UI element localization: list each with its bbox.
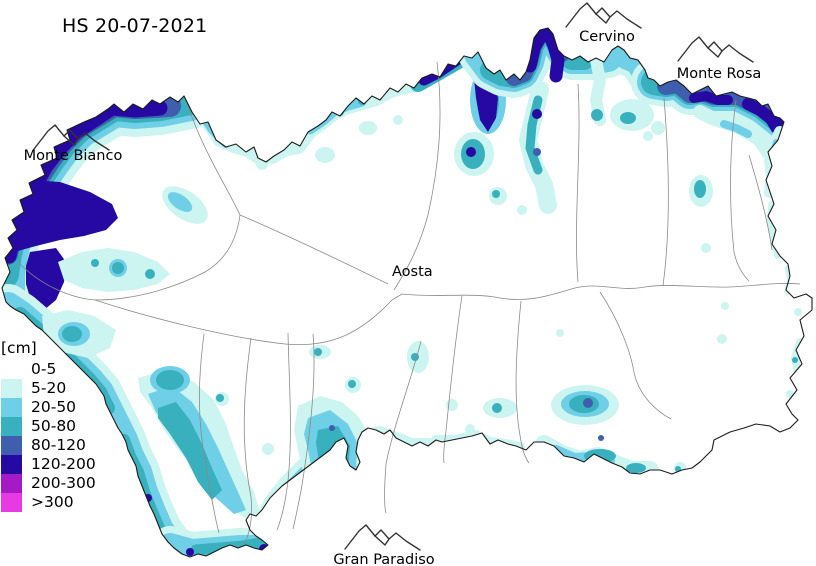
legend-row: 20-50 xyxy=(1,398,96,417)
legend-row: >300 xyxy=(1,493,96,512)
legend-unit-label: [cm] xyxy=(1,339,37,357)
mountain-ridge-icon xyxy=(677,36,754,63)
page-title: HS 20-07-2021 xyxy=(62,15,208,37)
region-outline xyxy=(1,27,813,558)
legend-row: 50-80 xyxy=(1,417,96,436)
snow-depth-legend: [cm] 0-5 5-20 20-50 50-80 80-120 120-200… xyxy=(1,338,96,512)
legend-swatch xyxy=(1,379,22,398)
legend-label: 120-200 xyxy=(31,455,96,473)
label-monte-bianco: Monte Bianco xyxy=(24,148,123,164)
legend-label: 200-300 xyxy=(31,474,96,492)
legend-label: 50-80 xyxy=(31,417,77,435)
mountain-ridge-icon xyxy=(344,524,421,551)
legend-label: >300 xyxy=(31,493,74,511)
legend-swatch xyxy=(1,436,22,455)
legend-label: 5-20 xyxy=(31,379,67,397)
label-aosta: Aosta xyxy=(392,264,433,280)
label-cervino: Cervino xyxy=(579,29,635,45)
legend-swatch xyxy=(1,398,22,417)
label-gran-paradiso: Gran Paradiso xyxy=(333,552,434,566)
mountain-ridge-icon xyxy=(565,2,642,29)
legend-swatch xyxy=(1,474,22,493)
legend-swatch xyxy=(1,455,22,474)
legend-row: 5-20 xyxy=(1,379,96,398)
legend-label: 0-5 xyxy=(31,360,57,378)
legend-row: 0-5 xyxy=(1,360,96,379)
legend-swatch xyxy=(1,493,22,512)
legend-row: 120-200 xyxy=(1,455,96,474)
legend-row: 200-300 xyxy=(1,474,96,493)
legend-label: 20-50 xyxy=(31,398,77,416)
legend-row: 80-120 xyxy=(1,436,96,455)
basin-boundaries xyxy=(17,61,801,545)
legend-swatch xyxy=(1,417,22,436)
label-monte-rosa: Monte Rosa xyxy=(677,66,762,82)
legend-swatch xyxy=(1,360,22,379)
legend-label: 80-120 xyxy=(31,436,86,454)
